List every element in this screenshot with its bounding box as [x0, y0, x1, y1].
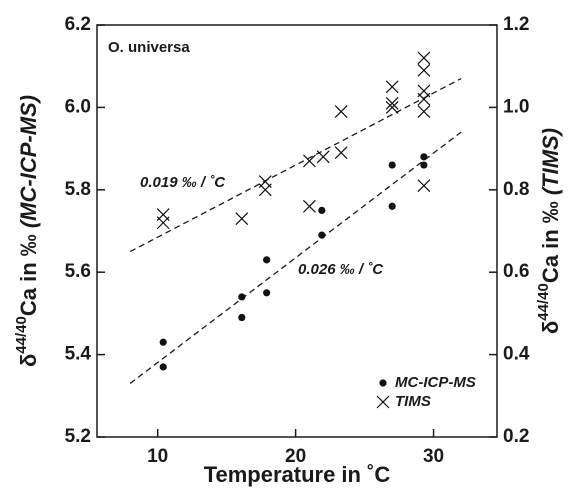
- annotation: O. universa: [108, 39, 190, 56]
- legend-label: MC-ICP-MS: [395, 374, 476, 391]
- fit-line: [129, 77, 462, 253]
- x-tick-label: 10: [147, 446, 168, 467]
- cross-stroke: [235, 212, 249, 226]
- y2-axis-label: δ44/40Ca in ‰ (TIMS): [535, 128, 563, 334]
- cross-stroke: [417, 92, 431, 106]
- fit-label: 0.019 ‰ / ˚C: [140, 174, 226, 191]
- cross: [302, 199, 316, 213]
- cross: [302, 154, 316, 168]
- dot: [263, 289, 271, 297]
- cross-stroke: [334, 105, 348, 118]
- cross-stroke: [316, 150, 330, 164]
- cross: [417, 63, 431, 77]
- y2-axis-label-italic: (TIMS): [538, 128, 563, 195]
- y-axis-label-main: Ca in ‰: [16, 228, 41, 316]
- y2-axis-label-main: Ca in ‰: [538, 195, 563, 283]
- legend-label: TIMS: [395, 393, 431, 410]
- x-tick-label: 20: [285, 446, 306, 467]
- cross: [334, 105, 348, 118]
- dot: [318, 206, 326, 214]
- x-tick-label: 30: [423, 446, 444, 467]
- y-tick-label: 5.2: [65, 426, 91, 447]
- y-tick-label: 5.6: [65, 261, 91, 282]
- cross: [417, 51, 431, 65]
- dot: [159, 363, 167, 371]
- y2-tick-label: 0.4: [503, 344, 530, 365]
- cross-stroke: [334, 146, 348, 160]
- cross-stroke: [258, 183, 272, 197]
- cross-stroke: [417, 179, 431, 193]
- y-tick-label: 6.0: [65, 96, 91, 117]
- fit-label: 0.026 ‰ / ˚C: [298, 261, 384, 278]
- dot: [388, 202, 396, 210]
- cross: [385, 100, 399, 114]
- cross-stroke: [417, 51, 431, 65]
- cross: [417, 179, 431, 193]
- y2-axis-label-prefix: δ: [538, 321, 563, 334]
- cross-stroke: [417, 63, 431, 77]
- cross-stroke: [376, 395, 390, 409]
- cross-stroke: [385, 100, 399, 114]
- y2-axis-label-sup: 44/40: [535, 283, 552, 321]
- y-axis-label-prefix: δ: [16, 354, 41, 367]
- fit-line: [129, 131, 462, 384]
- y-axis-label-italic: (MC-ICP-MS): [16, 95, 41, 228]
- plot-frame: [96, 24, 498, 438]
- y-tick-label: 5.4: [65, 344, 92, 365]
- y-axis-label: δ44/40Ca in ‰ (MC-ICP-MS): [13, 95, 41, 367]
- cross: [376, 395, 390, 409]
- cross-stroke: [302, 154, 316, 168]
- dot: [420, 153, 428, 161]
- cross: [235, 212, 249, 226]
- y-tick-label: 5.8: [65, 179, 91, 200]
- y2-tick-label: 1.2: [503, 14, 529, 35]
- y2-tick-label: 0.8: [503, 179, 529, 200]
- dot: [263, 256, 271, 264]
- cross: [258, 183, 272, 197]
- y2-tick-label: 0.2: [503, 426, 529, 447]
- dot: [159, 338, 167, 346]
- y-axis-label-sup: 44/40: [13, 316, 30, 354]
- dot: [379, 379, 387, 387]
- y2-tick-label: 1.0: [503, 96, 529, 117]
- cross-stroke: [385, 96, 399, 110]
- dot: [238, 293, 246, 301]
- cross: [334, 146, 348, 160]
- cross: [156, 216, 170, 230]
- cross: [316, 150, 330, 164]
- dot: [238, 313, 246, 322]
- cross-stroke: [385, 80, 399, 94]
- dot: [318, 231, 326, 239]
- cross-stroke: [417, 105, 431, 118]
- dot: [420, 161, 428, 169]
- cross: [385, 80, 399, 94]
- dot: [388, 161, 396, 169]
- cross-stroke: [156, 216, 170, 230]
- cross-stroke: [302, 199, 316, 213]
- x-axis-label: Temperature in ˚C: [204, 462, 391, 487]
- y2-tick-label: 0.6: [503, 261, 529, 282]
- cross: [385, 96, 399, 110]
- y-tick-label: 6.2: [65, 14, 91, 35]
- cross: [417, 92, 431, 106]
- cross: [417, 105, 431, 118]
